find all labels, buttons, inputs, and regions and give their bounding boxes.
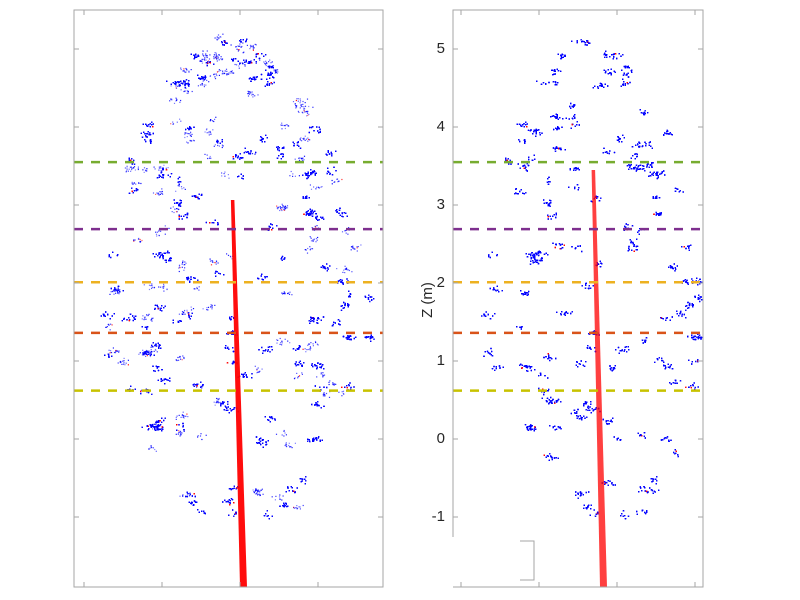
left-ticks (74, 10, 383, 587)
y-tick-label: 4 (437, 118, 445, 135)
left-plot (73, 9, 384, 588)
right-height-lines (453, 160, 703, 392)
y-tick-label: 0 (437, 430, 445, 447)
stem (230, 200, 247, 587)
y-tick-label: 2 (437, 274, 445, 291)
right-y-tick-labels: -1 0 1 2 3 4 5 (432, 40, 445, 525)
left-point-cloud (100, 33, 375, 587)
right-y-axis-label: Z (m) (419, 282, 436, 318)
right-ticks (453, 10, 703, 587)
y-tick-label: 1 (437, 352, 445, 369)
left-axes-box (73, 9, 384, 588)
right-plot: -1 0 1 2 3 4 5 Z (m) (419, 9, 704, 588)
left-height-lines (74, 160, 383, 392)
y-tick-label: -1 (432, 508, 445, 525)
y-tick-label: 3 (437, 196, 445, 213)
right-axis-break-bracket (520, 540, 535, 581)
y-tick-label: 5 (437, 40, 445, 57)
stem (591, 170, 607, 587)
right-axes-box (452, 9, 704, 588)
